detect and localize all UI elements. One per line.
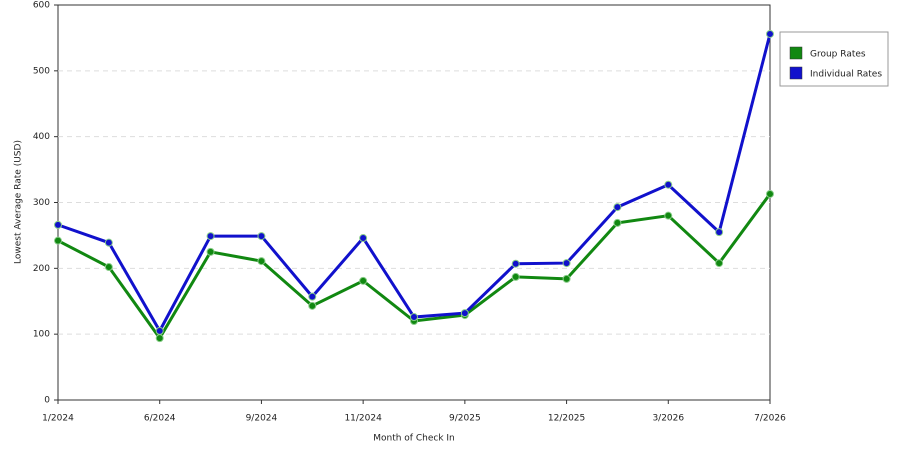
data-point xyxy=(206,247,215,256)
x-tick-label: 12/2025 xyxy=(548,414,585,424)
data-point xyxy=(511,272,520,281)
data-point xyxy=(766,29,774,38)
y-axis-label: Lowest Average Rate (USD) xyxy=(14,140,24,264)
data-point xyxy=(562,274,571,283)
legend-swatch xyxy=(789,66,803,80)
y-tick-label: 400 xyxy=(33,132,50,142)
data-point xyxy=(460,309,469,318)
data-point xyxy=(715,259,724,268)
y-tick-label: 0 xyxy=(44,396,50,406)
x-tick-label: 3/2026 xyxy=(652,414,684,424)
data-point xyxy=(511,259,520,268)
data-point xyxy=(715,228,724,237)
data-point xyxy=(155,334,164,343)
data-point xyxy=(664,211,673,220)
data-point xyxy=(613,218,622,227)
x-tick-label: 9/2025 xyxy=(449,414,481,424)
data-point xyxy=(206,232,215,241)
data-point xyxy=(766,189,774,198)
data-point xyxy=(257,257,266,266)
data-point xyxy=(104,238,113,247)
legend-label: Individual Rates xyxy=(810,70,882,80)
data-point xyxy=(664,180,673,189)
data-point xyxy=(410,313,418,322)
data-point xyxy=(257,232,266,241)
data-point xyxy=(308,301,317,310)
y-tick-label: 100 xyxy=(33,330,50,340)
data-point xyxy=(54,236,62,245)
legend-label: Group Rates xyxy=(810,50,866,60)
data-point xyxy=(613,203,622,212)
x-tick-label: 11/2024 xyxy=(344,414,382,424)
y-tick-label: 500 xyxy=(33,66,50,76)
y-tick-label: 200 xyxy=(33,264,50,274)
y-tick-label: 300 xyxy=(33,198,50,208)
data-point xyxy=(308,292,317,301)
data-point xyxy=(359,234,368,243)
data-point xyxy=(155,326,164,335)
x-tick-label: 7/2026 xyxy=(754,414,786,424)
data-point xyxy=(104,263,113,272)
x-tick-label: 1/2024 xyxy=(42,414,74,424)
x-tick-label: 6/2024 xyxy=(144,414,176,424)
legend-swatch xyxy=(789,46,803,60)
data-point xyxy=(562,259,571,268)
data-point xyxy=(54,220,62,229)
data-point xyxy=(359,276,368,285)
x-tick-label: 9/2024 xyxy=(246,414,278,424)
y-tick-label: 600 xyxy=(33,1,50,11)
x-axis-label: Month of Check In xyxy=(373,434,455,444)
